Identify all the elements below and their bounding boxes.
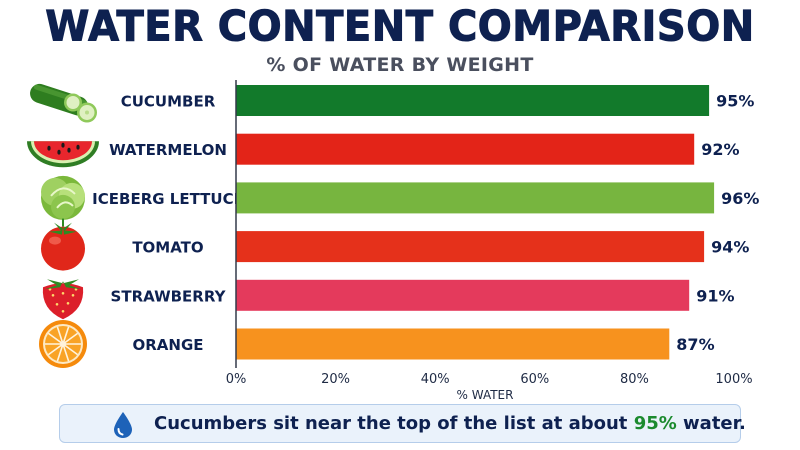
category-label: WATERMELON	[109, 141, 227, 159]
tomato-icon	[41, 218, 85, 271]
value-label: 94%	[711, 238, 749, 257]
category-label: STRAWBERRY	[111, 287, 227, 305]
strawberry-icon	[42, 279, 84, 320]
category-label: ICEBERG LETTUCE	[92, 190, 244, 208]
bar	[236, 133, 695, 165]
x-tick-label: 60%	[520, 372, 549, 387]
watermelon-icon	[27, 141, 99, 168]
value-label: 91%	[696, 286, 734, 305]
callout-box: Cucumbers sit near the top of the list a…	[59, 404, 746, 443]
category-label: CUCUMBER	[121, 93, 216, 111]
x-tick-label: 100%	[715, 372, 752, 387]
value-label: 87%	[676, 335, 714, 354]
x-tick-label: 0%	[226, 372, 247, 387]
bar	[236, 231, 705, 263]
bar	[236, 328, 670, 360]
cucumber-icon	[30, 83, 97, 123]
x-tick-label: 80%	[620, 372, 649, 387]
lettuce-icon	[41, 175, 85, 220]
bar	[236, 85, 710, 116]
x-tick-label: 40%	[421, 372, 450, 387]
callout-highlight: 95%	[633, 413, 677, 434]
category-label: TOMATO	[132, 239, 203, 257]
value-label: 96%	[721, 189, 759, 208]
x-tick-label: 20%	[321, 372, 350, 387]
value-label: 95%	[716, 92, 754, 111]
bar	[236, 279, 690, 311]
bar	[236, 182, 715, 214]
chart-subtitle: % OF WATER BY WEIGHT	[266, 54, 534, 76]
orange-icon	[39, 320, 87, 368]
value-label: 92%	[701, 140, 739, 159]
water-drop-icon	[114, 412, 132, 438]
callout-text-after: water.	[676, 413, 746, 434]
x-axis-label: % WATER	[457, 388, 514, 402]
category-label: ORANGE	[132, 336, 203, 354]
callout-text: Cucumbers sit near the top of the list a…	[154, 413, 746, 434]
chart-title: WATER CONTENT COMPARISON	[45, 2, 755, 52]
callout-text-before: Cucumbers sit near the top of the list a…	[154, 413, 634, 434]
